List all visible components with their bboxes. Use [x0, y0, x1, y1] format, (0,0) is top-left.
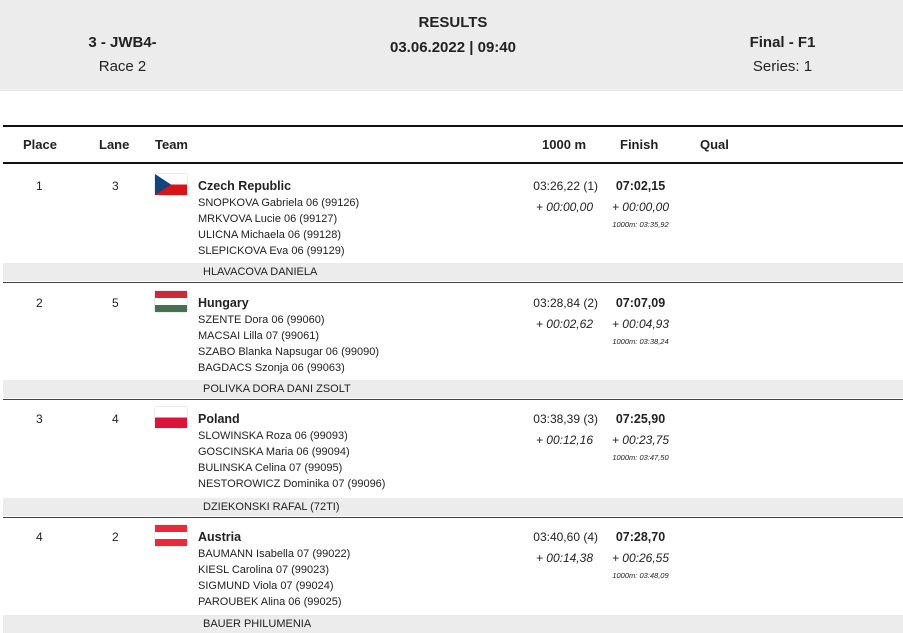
team-name: Poland: [198, 412, 240, 426]
results-header: 3 - JWB4- Race 2 RESULTS 03.06.2022 | 09…: [0, 0, 903, 91]
rower: GOSCINSKA Maria 06 (99094): [198, 446, 350, 458]
lane-cell: 3: [112, 179, 119, 193]
row-divider: [3, 517, 903, 518]
split-diff: + 00:14,38: [535, 551, 593, 565]
page-title: RESULTS: [418, 14, 488, 31]
row-divider: [3, 282, 903, 283]
rower: BULINSKA Celina 07 (99095): [198, 462, 343, 474]
split-diff: + 00:00,00: [535, 200, 593, 214]
table-top-divider: [3, 125, 903, 127]
rower: BAGDACS Szonja 06 (99063): [198, 362, 345, 374]
col-lane: Lane: [99, 137, 130, 152]
col-team: Team: [155, 137, 188, 152]
finish-diff: + 00:04,93: [611, 317, 670, 331]
hungary-flag-icon: [155, 291, 187, 312]
rower: MACSAI Lilla 07 (99061): [198, 330, 320, 342]
rower: SLOWINSKA Roza 06 (99093): [198, 430, 348, 442]
split-diff: + 00:12,16: [535, 433, 593, 447]
rower: ULICNA Michaela 06 (99128): [198, 229, 342, 241]
split-time: 03:40,60 (4): [533, 530, 598, 544]
phase-name: Final - F1: [749, 34, 816, 51]
finish-diff: + 00:26,55: [611, 551, 670, 565]
row-divider: [3, 399, 903, 400]
coach-name: POLIVKA DORA DANI ZSOLT: [203, 383, 351, 395]
finish-diff: + 00:00,00: [611, 200, 670, 214]
team-name: Czech Republic: [198, 179, 292, 193]
finish-time: 07:28,70: [615, 530, 666, 544]
finish-note: 1000m: 03:48,09: [612, 571, 669, 580]
split-time: 03:38,39 (3): [533, 412, 598, 426]
column-header-divider: [3, 162, 903, 164]
col-finish: Finish: [620, 137, 659, 152]
finish-note: 1000m: 03:38,24: [612, 337, 669, 346]
place-cell: 3: [36, 412, 43, 426]
rower: SZENTE Dora 06 (99060): [198, 314, 325, 326]
crew-list: SZENTE Dora 06 (99060) MACSAI Lilla 07 (…: [198, 312, 379, 376]
crew-list: SLOWINSKA Roza 06 (99093) GOSCINSKA Mari…: [198, 428, 385, 492]
coach-bar: DZIEKONSKI RAFAL (72TI): [3, 498, 903, 516]
coach-name: DZIEKONSKI RAFAL (72TI): [203, 501, 340, 513]
finish-note: 1000m: 03:47,50: [612, 453, 669, 462]
rower: KIESL Carolina 07 (99023): [198, 564, 330, 576]
place-cell: 2: [36, 296, 43, 310]
coach-bar: POLIVKA DORA DANI ZSOLT: [3, 380, 903, 398]
finish-time: 07:07,09: [615, 296, 666, 310]
team-name: Hungary: [198, 296, 249, 310]
coach-bar: HLAVACOVA DANIELA: [3, 263, 903, 281]
crew-list: BAUMANN Isabella 07 (99022) KIESL Caroli…: [198, 546, 350, 610]
lane-cell: 4: [112, 412, 119, 426]
split-diff: + 00:02,62: [535, 317, 593, 331]
austria-flag-icon: [155, 525, 187, 546]
coach-name: HLAVACOVA DANIELA: [203, 266, 318, 278]
rower: SNOPKOVA Gabriela 06 (99126): [198, 197, 360, 209]
event-name: 3 - JWB4-: [88, 34, 157, 51]
race-datetime: 03.06.2022 | 09:40: [390, 39, 516, 56]
rower: SLEPICKOVA Eva 06 (99129): [198, 245, 345, 257]
poland-flag-icon: [155, 407, 187, 428]
lane-cell: 2: [112, 530, 119, 544]
czech-flag-icon: [155, 174, 187, 195]
place-cell: 4: [36, 530, 43, 544]
event-info: 3 - JWB4- Race 2: [0, 32, 245, 79]
rower: NESTOROWICZ Dominika 07 (99096): [198, 478, 386, 490]
column-header-row: Place Lane Team 1000 m Finish Qual: [3, 127, 903, 163]
rower: PAROUBEK Alina 06 (99025): [198, 596, 342, 608]
team-name: Austria: [198, 530, 242, 544]
coach-bar: BAUER PHILUMENIA: [3, 615, 903, 633]
series-label: Series: 1: [752, 58, 813, 75]
phase-info: Final - F1 Series: 1: [690, 32, 875, 79]
rower: MRKVOVA Lucie 06 (99127): [198, 213, 338, 225]
finish-time: 07:25,90: [615, 412, 666, 426]
crew-list: SNOPKOVA Gabriela 06 (99126) MRKVOVA Luc…: [198, 195, 359, 259]
finish-diff: + 00:23,75: [611, 433, 670, 447]
split-time: 03:26,22 (1): [533, 179, 598, 193]
col-split: 1000 m: [542, 137, 587, 152]
rower: BAUMANN Isabella 07 (99022): [198, 548, 351, 560]
finish-note: 1000m: 03:35,92: [612, 220, 669, 229]
place-cell: 1: [36, 179, 43, 193]
rower: SIGMUND Viola 07 (99024): [198, 580, 334, 592]
col-qual: Qual: [700, 137, 729, 152]
race-name: Race 2: [98, 58, 147, 75]
rower: SZABO Blanka Napsugar 06 (99090): [198, 346, 379, 358]
lane-cell: 5: [112, 296, 119, 310]
coach-name: BAUER PHILUMENIA: [203, 618, 312, 630]
split-time: 03:28,84 (2): [533, 296, 598, 310]
results-title-block: RESULTS 03.06.2022 | 09:40: [303, 12, 603, 59]
col-place: Place: [23, 137, 57, 152]
finish-time: 07:02,15: [615, 179, 666, 193]
